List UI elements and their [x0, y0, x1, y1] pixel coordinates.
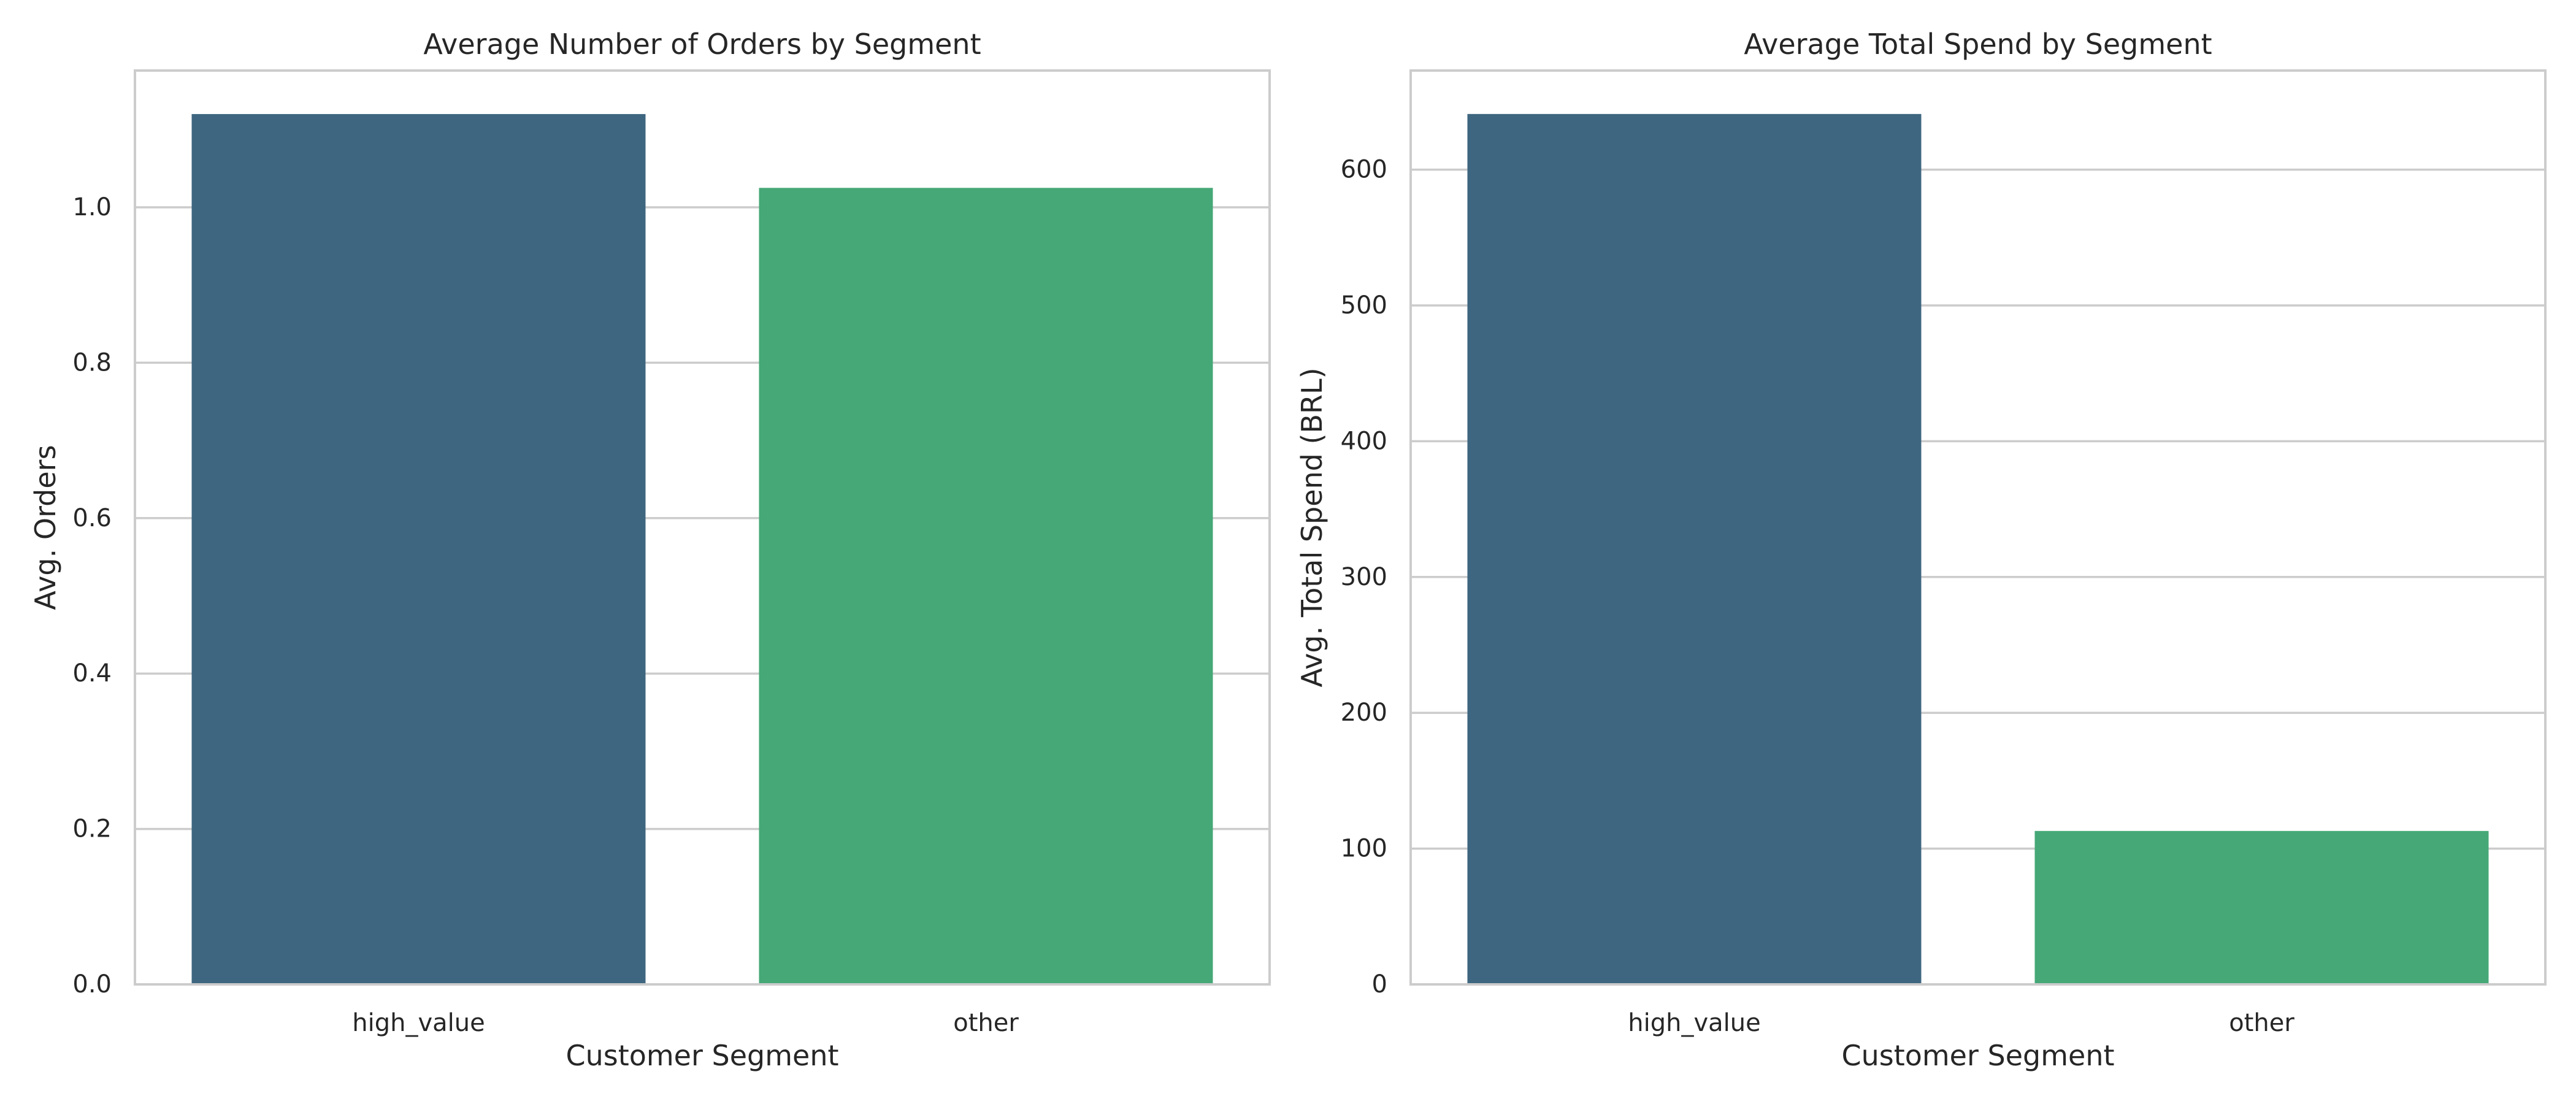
orders-chart-title: Average Number of Orders by Segment: [423, 28, 981, 61]
spend-x-tick-label: high_value: [1628, 1009, 1760, 1037]
spend-plot-frame: [1409, 69, 2547, 986]
spend-y-tick-label: 200: [1341, 699, 1387, 727]
spend-bar-other: [2034, 830, 2489, 984]
orders-y-ticks: 0.0 0.2 0.4 0.6 0.8 1.0: [72, 193, 112, 999]
orders-plot-frame: [134, 69, 1271, 986]
orders-y-tick-label: 0.4: [72, 659, 112, 688]
orders-y-tick-label: 0.2: [72, 815, 112, 843]
orders-y-tick-label: 0.6: [72, 504, 112, 532]
spend-chart-title: Average Total Spend by Segment: [1744, 28, 2212, 61]
spend-x-ticks: high_value other: [1628, 1009, 2294, 1037]
orders-bar-high-value: [191, 113, 646, 984]
spend-y-tick-label: 100: [1341, 835, 1387, 863]
orders-chart-panel: 0.0 0.2 0.4 0.6 0.8 1.0 high_value other Avera…: [29, 28, 1271, 1072]
orders-x-tick-label: high_value: [352, 1009, 485, 1037]
orders-bars: [191, 113, 1213, 985]
spend-y-tick-label: 600: [1341, 156, 1387, 184]
spend-y-tick-label: 500: [1341, 291, 1387, 320]
spend-y-ticks: 0 100 200 300 400 500 600: [1341, 156, 1387, 999]
spend-chart-panel: 0 100 200 300 400 500 600 high_value other Aver…: [1295, 28, 2547, 1072]
orders-x-ticks: high_value other: [352, 1009, 1019, 1037]
orders-y-axis-label: Avg. Orders: [29, 445, 62, 610]
spend-bar-high-value: [1467, 113, 1922, 985]
orders-x-tick-label: other: [953, 1009, 1019, 1037]
orders-y-tick-label: 0.0: [72, 970, 112, 999]
spend-y-tick-label: 0: [1372, 970, 1387, 999]
spend-x-tick-label: other: [2229, 1009, 2294, 1037]
orders-x-axis-label: Customer Segment: [565, 1039, 838, 1072]
spend-y-axis-label: Avg. Total Spend (BRL): [1295, 367, 1328, 687]
spend-bars: [1467, 113, 2489, 985]
orders-y-tick-label: 0.8: [72, 348, 112, 377]
spend-y-tick-label: 400: [1341, 427, 1387, 455]
orders-bar-other: [759, 188, 1213, 985]
spend-y-tick-label: 300: [1341, 563, 1387, 591]
orders-y-tick-label: 1.0: [72, 193, 112, 221]
spend-x-axis-label: Customer Segment: [1841, 1039, 2114, 1072]
